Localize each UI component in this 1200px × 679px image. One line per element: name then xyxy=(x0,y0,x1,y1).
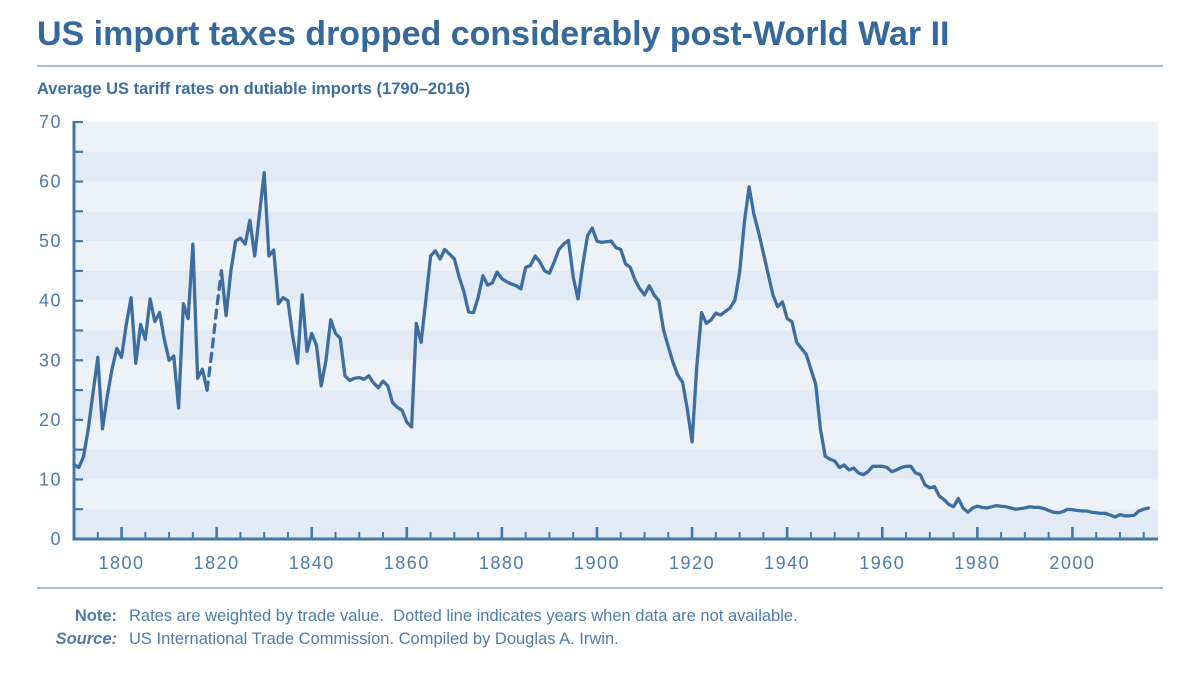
svg-text:1800: 1800 xyxy=(99,553,145,573)
svg-text:1980: 1980 xyxy=(954,553,1000,573)
svg-text:20: 20 xyxy=(39,410,62,430)
note-label: Note: xyxy=(74,607,117,625)
chart-title: US import taxes dropped considerably pos… xyxy=(37,15,950,53)
tariff-line-early xyxy=(72,242,209,470)
svg-text:1820: 1820 xyxy=(194,553,240,573)
y-axis: 0 10 20 30 40 50 60 70 xyxy=(39,112,83,549)
svg-text:10: 10 xyxy=(39,469,62,489)
footer-divider xyxy=(37,587,1163,589)
svg-text:1920: 1920 xyxy=(669,553,715,573)
svg-text:1840: 1840 xyxy=(289,553,335,573)
tariff-line-main xyxy=(219,170,1151,519)
notes-block: Note: Rates are weighted by trade value.… xyxy=(37,605,1163,651)
x-axis: 1800 1820 1840 1860 1880 1900 1920 1940 1960 1980… xyxy=(72,527,1158,573)
svg-text:2000: 2000 xyxy=(1049,553,1095,573)
svg-text:1960: 1960 xyxy=(859,553,905,573)
svg-text:0: 0 xyxy=(50,529,62,549)
note-text: Rates are weighted by trade value. Dotte… xyxy=(129,607,798,625)
tariff-line-gap-dotted xyxy=(205,269,224,392)
source-label: Source: xyxy=(55,630,117,648)
svg-text:50: 50 xyxy=(39,231,62,251)
svg-text:1940: 1940 xyxy=(764,553,810,573)
svg-text:70: 70 xyxy=(39,112,62,132)
svg-text:1880: 1880 xyxy=(479,553,525,573)
svg-text:1900: 1900 xyxy=(574,553,620,573)
chart-footer: Note: Rates are weighted by trade value.… xyxy=(0,587,1200,651)
header-divider xyxy=(37,65,1163,67)
plot-bands xyxy=(75,122,1158,539)
chart-subtitle: Average US tariff rates on dutiable impo… xyxy=(37,80,471,98)
svg-text:1860: 1860 xyxy=(384,553,430,573)
source-text: US International Trade Commission. Compi… xyxy=(129,630,619,648)
svg-text:40: 40 xyxy=(39,291,62,311)
chart-header: US import taxes dropped considerably pos… xyxy=(0,0,1200,99)
svg-text:30: 30 xyxy=(39,350,62,370)
svg-text:60: 60 xyxy=(39,172,62,192)
